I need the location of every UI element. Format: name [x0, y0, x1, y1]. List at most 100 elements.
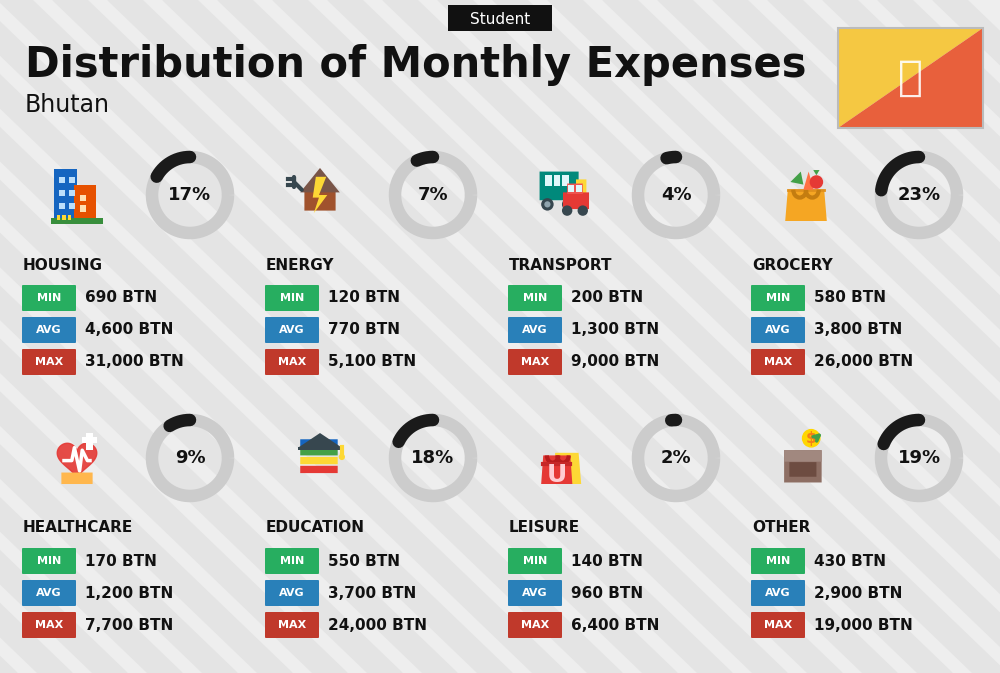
FancyBboxPatch shape — [300, 457, 338, 464]
Text: MAX: MAX — [278, 357, 306, 367]
Text: MIN: MIN — [523, 556, 547, 566]
Text: 1,300 BTN: 1,300 BTN — [571, 322, 659, 337]
Text: MIN: MIN — [766, 556, 790, 566]
FancyBboxPatch shape — [508, 580, 562, 606]
Polygon shape — [541, 456, 572, 484]
FancyBboxPatch shape — [540, 172, 579, 201]
FancyBboxPatch shape — [57, 215, 60, 220]
FancyBboxPatch shape — [789, 462, 816, 476]
Text: 7%: 7% — [418, 186, 448, 204]
Text: 120 BTN: 120 BTN — [328, 291, 400, 306]
Polygon shape — [838, 28, 983, 128]
FancyBboxPatch shape — [508, 285, 562, 311]
Text: AVG: AVG — [36, 325, 62, 335]
FancyBboxPatch shape — [86, 433, 93, 450]
Text: AVG: AVG — [522, 325, 548, 335]
Text: ENERGY: ENERGY — [266, 258, 334, 273]
Text: 960 BTN: 960 BTN — [571, 586, 643, 600]
FancyBboxPatch shape — [265, 548, 319, 574]
FancyBboxPatch shape — [508, 612, 562, 638]
FancyBboxPatch shape — [508, 548, 562, 574]
Text: 140 BTN: 140 BTN — [571, 553, 643, 569]
Circle shape — [565, 201, 571, 207]
Text: AVG: AVG — [765, 325, 791, 335]
FancyBboxPatch shape — [265, 349, 319, 375]
Text: 2%: 2% — [661, 449, 691, 467]
Text: 770 BTN: 770 BTN — [328, 322, 400, 337]
Text: TRANSPORT: TRANSPORT — [509, 258, 612, 273]
Text: HOUSING: HOUSING — [23, 258, 103, 273]
FancyBboxPatch shape — [784, 450, 822, 462]
Text: 龍: 龍 — [898, 57, 923, 99]
Text: GROCERY: GROCERY — [752, 258, 833, 273]
FancyBboxPatch shape — [51, 219, 103, 223]
FancyBboxPatch shape — [751, 612, 805, 638]
FancyBboxPatch shape — [61, 472, 93, 484]
FancyBboxPatch shape — [265, 317, 319, 343]
FancyBboxPatch shape — [567, 184, 583, 194]
FancyBboxPatch shape — [69, 203, 75, 209]
FancyBboxPatch shape — [562, 175, 569, 186]
FancyBboxPatch shape — [576, 184, 582, 192]
Text: 5,100 BTN: 5,100 BTN — [328, 355, 416, 369]
FancyBboxPatch shape — [576, 180, 586, 195]
Text: 26,000 BTN: 26,000 BTN — [814, 355, 913, 369]
Text: 19%: 19% — [897, 449, 941, 467]
FancyBboxPatch shape — [448, 5, 552, 31]
Text: Distribution of Monthly Expenses: Distribution of Monthly Expenses — [25, 44, 806, 86]
FancyBboxPatch shape — [265, 580, 319, 606]
Circle shape — [541, 198, 554, 211]
Text: 6,400 BTN: 6,400 BTN — [571, 618, 659, 633]
Text: MIN: MIN — [37, 293, 61, 303]
Text: $: $ — [806, 431, 817, 446]
FancyBboxPatch shape — [508, 317, 562, 343]
FancyBboxPatch shape — [568, 184, 574, 192]
Text: 9,000 BTN: 9,000 BTN — [571, 355, 659, 369]
FancyBboxPatch shape — [751, 285, 805, 311]
Text: 3,700 BTN: 3,700 BTN — [328, 586, 416, 600]
Polygon shape — [553, 453, 581, 484]
Circle shape — [562, 198, 574, 211]
Text: 690 BTN: 690 BTN — [85, 291, 157, 306]
Text: 3,800 BTN: 3,800 BTN — [814, 322, 902, 337]
Polygon shape — [803, 172, 814, 190]
FancyBboxPatch shape — [74, 184, 96, 221]
FancyBboxPatch shape — [80, 205, 86, 211]
Text: Student: Student — [470, 11, 530, 26]
FancyBboxPatch shape — [22, 285, 76, 311]
Text: 2,900 BTN: 2,900 BTN — [814, 586, 902, 600]
FancyBboxPatch shape — [508, 349, 562, 375]
FancyBboxPatch shape — [69, 177, 75, 183]
Text: MAX: MAX — [35, 620, 63, 630]
Polygon shape — [298, 433, 342, 448]
FancyBboxPatch shape — [298, 447, 342, 450]
FancyBboxPatch shape — [59, 203, 65, 209]
FancyBboxPatch shape — [563, 192, 589, 209]
Text: MAX: MAX — [278, 620, 306, 630]
Text: AVG: AVG — [279, 325, 305, 335]
Text: EDUCATION: EDUCATION — [266, 520, 365, 536]
Text: 17%: 17% — [168, 186, 212, 204]
Text: 550 BTN: 550 BTN — [328, 553, 400, 569]
FancyBboxPatch shape — [265, 285, 319, 311]
Circle shape — [562, 205, 572, 216]
Polygon shape — [300, 168, 340, 192]
FancyBboxPatch shape — [22, 580, 76, 606]
Text: 18%: 18% — [411, 449, 455, 467]
Text: MAX: MAX — [35, 357, 63, 367]
Text: 4,600 BTN: 4,600 BTN — [85, 322, 173, 337]
Polygon shape — [790, 172, 803, 184]
Text: AVG: AVG — [36, 588, 62, 598]
Text: MAX: MAX — [521, 620, 549, 630]
FancyBboxPatch shape — [80, 195, 86, 201]
FancyBboxPatch shape — [784, 450, 822, 483]
Polygon shape — [313, 177, 327, 213]
Text: 31,000 BTN: 31,000 BTN — [85, 355, 184, 369]
Text: Bhutan: Bhutan — [25, 93, 110, 117]
Text: 19,000 BTN: 19,000 BTN — [814, 618, 913, 633]
Circle shape — [802, 429, 821, 448]
Text: MIN: MIN — [280, 293, 304, 303]
Text: U: U — [547, 462, 567, 487]
Text: 200 BTN: 200 BTN — [571, 291, 643, 306]
Text: 24,000 BTN: 24,000 BTN — [328, 618, 427, 633]
